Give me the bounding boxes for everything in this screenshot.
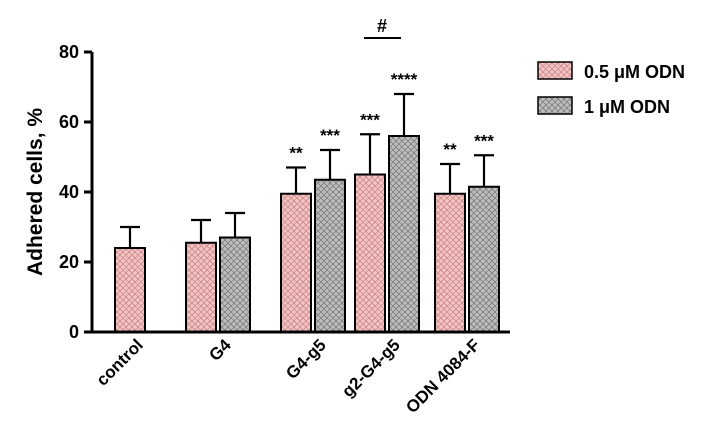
legend: 0.5 μM ODN 1 μM ODN — [537, 61, 685, 117]
x-tick-label: G4 — [205, 335, 235, 365]
hash-annotation: # — [364, 16, 401, 39]
bar — [219, 236, 251, 333]
bar — [434, 192, 466, 333]
bar — [354, 173, 386, 333]
legend-swatch-0 — [537, 61, 573, 80]
y-tick-label: 20 — [59, 252, 79, 272]
hash-symbol: # — [377, 16, 387, 36]
y-tick-label: 60 — [59, 112, 79, 132]
legend-label-0: 0.5 μM ODN — [584, 62, 685, 82]
bar — [114, 247, 146, 333]
x-tick-label: g2-G4-g5 — [338, 335, 404, 401]
significance-marker: ** — [289, 144, 303, 163]
significance-marker: *** — [360, 110, 380, 129]
bar — [468, 185, 500, 333]
legend-swatch-1 — [537, 96, 573, 115]
legend-item-1: 1 μM ODN — [537, 96, 670, 117]
bar — [280, 192, 312, 333]
significance-marker: **** — [391, 70, 418, 89]
y-tick-label: 40 — [59, 182, 79, 202]
x-tick-label: ODN 4084-F — [402, 335, 484, 417]
y-axis-ticks: 0 20 40 60 80 — [59, 42, 92, 342]
bar — [314, 178, 346, 333]
significance-marker: *** — [320, 126, 340, 145]
legend-item-0: 0.5 μM ODN — [537, 61, 685, 82]
bar — [388, 135, 420, 333]
significance-marker: *** — [474, 131, 494, 150]
legend-label-1: 1 μM ODN — [584, 97, 670, 117]
significance-marker: ** — [443, 140, 457, 159]
x-tick-label: G4-g5 — [282, 335, 330, 383]
y-tick-label: 80 — [59, 42, 79, 62]
y-tick-label: 0 — [69, 322, 79, 342]
y-axis-label: Adhered cells, % — [24, 108, 47, 276]
bar — [185, 241, 217, 333]
bars-group: ************** *** — [114, 70, 500, 333]
x-tick-label: control — [93, 335, 147, 389]
